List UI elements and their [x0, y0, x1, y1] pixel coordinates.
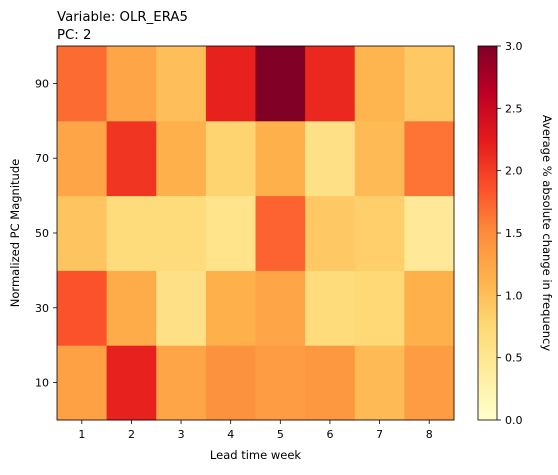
colorbar-tick-label: 2.0	[505, 165, 523, 178]
y-axis-label: Normalized PC Magnitude	[8, 159, 22, 307]
x-tick-label: 5	[277, 428, 284, 441]
heatmap-cell-90-week-3	[156, 46, 207, 122]
y-tick-label: 90	[35, 77, 49, 90]
heatmap-cell-50-week-4	[205, 195, 256, 271]
heatmap-cell-50-week-5	[255, 195, 306, 271]
colorbar-tick-label: 0.5	[505, 352, 523, 365]
heatmap-cell-10-week-5	[255, 345, 306, 421]
heatmap-cell-10-week-3	[156, 345, 207, 421]
x-tick-label: 2	[128, 428, 135, 441]
chart-title-line-1: Variable: OLR_ERA5	[57, 10, 188, 25]
colorbar-tick-label: 1.5	[505, 227, 523, 240]
heatmap-cell-90-week-6	[305, 46, 356, 122]
heatmap-cell-30-week-2	[106, 270, 157, 346]
heatmap-cell-70-week-5	[255, 120, 306, 197]
x-tick-label: 1	[78, 428, 85, 441]
x-tick-label: 4	[227, 428, 234, 441]
heatmap-cell-90-week-2	[106, 46, 157, 122]
heatmap-cells	[57, 46, 455, 421]
heatmap-cell-90-week-4	[205, 46, 256, 122]
y-tick-label: 30	[35, 302, 49, 315]
x-tick-label: 7	[376, 428, 383, 441]
heatmap-cell-30-week-4	[205, 270, 256, 346]
heatmap-cell-90-week-5	[255, 46, 306, 122]
colorbar-tick-label: 2.5	[505, 102, 523, 115]
heatmap-cell-30-week-7	[354, 270, 405, 346]
heatmap-cell-70-week-3	[156, 120, 207, 197]
chart-title-line-2: PC: 2	[57, 28, 91, 43]
heatmap-cell-70-week-4	[205, 120, 256, 197]
x-tick-label: 8	[426, 428, 433, 441]
colorbar-label: Average % absolute change in frequency	[540, 115, 554, 352]
heatmap-cell-50-week-1	[57, 195, 108, 271]
heatmap-cell-10-week-1	[57, 345, 108, 421]
heatmap-cell-90-week-8	[404, 46, 455, 122]
heatmap-cell-90-week-1	[57, 46, 108, 122]
heatmap-cell-30-week-6	[305, 270, 356, 346]
colorbar	[477, 45, 498, 421]
heatmap-cell-70-week-2	[106, 120, 157, 197]
heatmap-cell-70-week-1	[57, 120, 108, 197]
heatmap-cell-10-week-2	[106, 345, 157, 421]
heatmap-cell-10-week-6	[305, 345, 356, 421]
heatmap-cell-50-week-6	[305, 195, 356, 271]
colorbar-tick-label: 3.0	[505, 40, 523, 53]
heatmap-cell-30-week-1	[57, 270, 108, 346]
heatmap-cell-70-week-6	[305, 120, 356, 197]
x-tick-label: 3	[178, 428, 185, 441]
heatmap-cell-50-week-8	[404, 195, 455, 271]
heatmap-cell-30-week-5	[255, 270, 306, 346]
x-axis-label: Lead time week	[210, 448, 301, 462]
heatmap-cell-90-week-7	[354, 46, 405, 122]
colorbar-tick-label: 0.0	[505, 414, 523, 427]
y-axis-ticks: 10 30 50 70 90	[35, 77, 57, 390]
heatmap-cell-50-week-2	[106, 195, 157, 271]
heatmap-cell-30-week-3	[156, 270, 207, 346]
y-tick-label: 10	[35, 377, 49, 390]
heatmap-cell-50-week-7	[354, 195, 405, 271]
heatmap-cell-10-week-8	[404, 345, 455, 421]
heatmap-cell-70-week-8	[404, 120, 455, 197]
x-axis-ticks: 1 2 3 4 5 6 7 8	[78, 420, 433, 441]
heatmap-cell-30-week-8	[404, 270, 455, 346]
heatmap-cell-10-week-7	[354, 345, 405, 421]
x-tick-label: 6	[326, 428, 333, 441]
y-tick-label: 50	[35, 227, 49, 240]
heatmap-cell-50-week-3	[156, 195, 207, 271]
colorbar-tick-label: 1.0	[505, 289, 523, 302]
heatmap-cell-70-week-7	[354, 120, 405, 197]
colorbar-ticks: 0.0 0.5 1.0 1.5 2.0 2.5 3.0	[497, 40, 523, 427]
heatmap-cell-10-week-4	[205, 345, 256, 421]
y-tick-label: 70	[35, 152, 49, 165]
